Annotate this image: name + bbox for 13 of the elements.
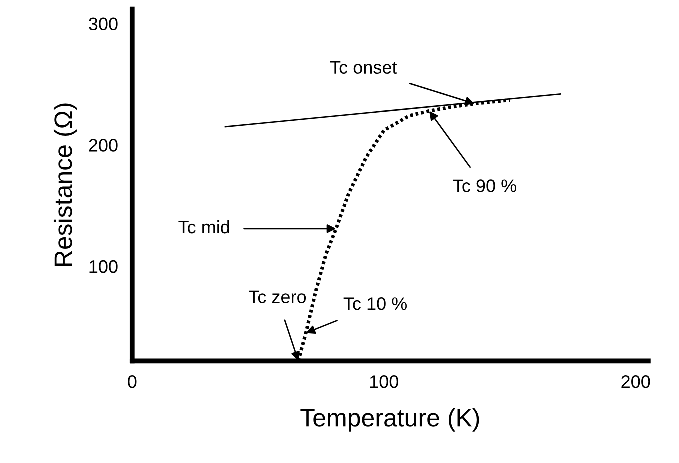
x-tick-label: 0	[128, 376, 137, 388]
x-tick-label: 200	[622, 376, 650, 388]
annotation: Tc zero	[249, 290, 306, 304]
annotation: Tc onset	[330, 61, 398, 74]
annotation: Tc mid	[178, 220, 230, 234]
x-axis-title: Temperature (K)	[300, 408, 480, 432]
y-tick-label: 200	[89, 139, 118, 152]
annotation: Tc 90 %	[453, 180, 516, 192]
y-tick-label: 300	[89, 18, 118, 31]
y-axis-title: Resistance (Ω)	[54, 104, 78, 266]
annotation: Tc 10 %	[344, 298, 408, 310]
x-tick-label: 100	[370, 376, 398, 388]
y-tick-label: 100	[90, 260, 118, 274]
